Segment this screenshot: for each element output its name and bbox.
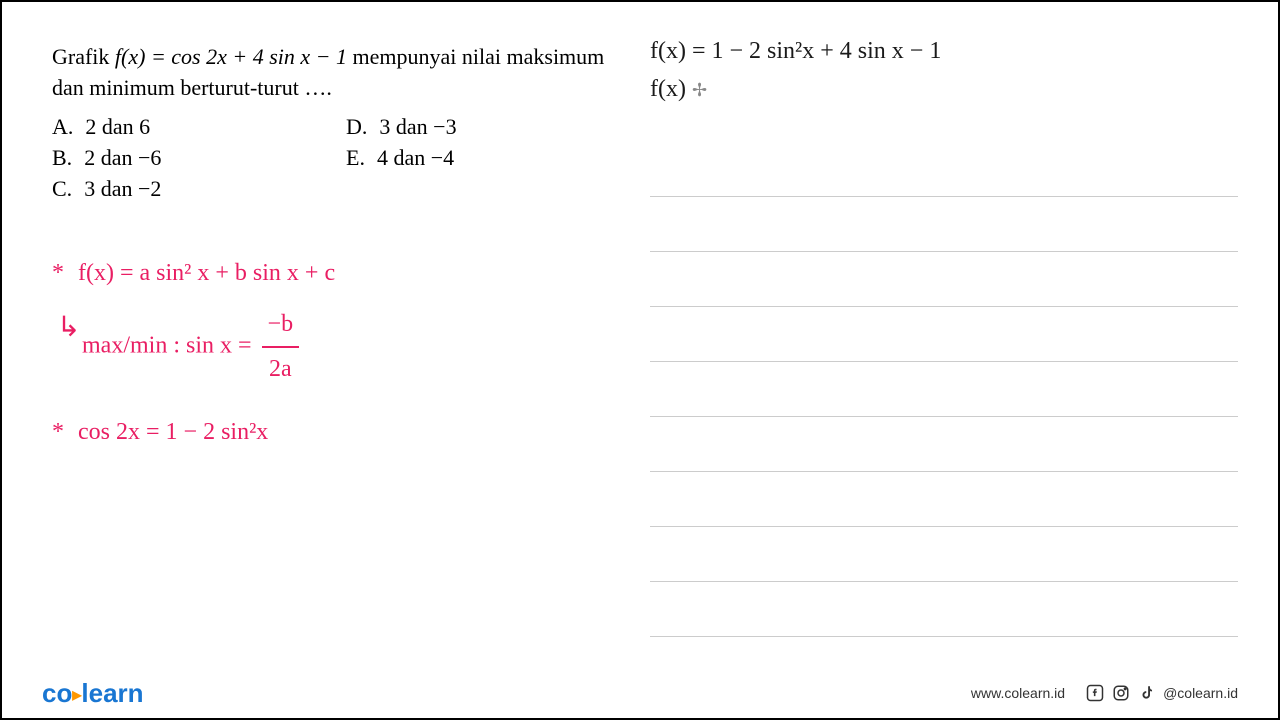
social-icons: @colearn.id [1085, 683, 1238, 703]
option-a: A. 2 dan 6 [52, 114, 326, 140]
question-text: Grafik f(x) = cos 2x + 4 sin x − 1 mempu… [52, 42, 620, 104]
option-letter: D. [346, 114, 367, 140]
website-url: www.colearn.id [971, 685, 1065, 701]
ruled-line [650, 582, 1238, 637]
ruled-lines [650, 142, 1238, 637]
note-text-2-prefix: max/min : sin x = [82, 332, 258, 358]
option-b: B. 2 dan −6 [52, 145, 326, 171]
social-handle: @colearn.id [1163, 685, 1238, 701]
options-grid: A. 2 dan 6 D. 3 dan −3 B. 2 dan −6 E. 4 … [52, 114, 620, 202]
option-text: 3 dan −2 [84, 176, 161, 202]
question-prefix: Grafik [52, 44, 115, 69]
logo-learn: learn [81, 678, 143, 708]
option-letter: C. [52, 176, 72, 202]
question-function: f(x) = cos 2x + 4 sin x − 1 [115, 44, 347, 69]
right-note-2-text: f(x) [650, 76, 692, 102]
ruled-line [650, 417, 1238, 472]
ruled-line [650, 197, 1238, 252]
option-letter: E. [346, 145, 365, 171]
ruled-line [650, 252, 1238, 307]
option-text: 2 dan −6 [84, 145, 161, 171]
asterisk: * [52, 419, 64, 445]
option-text: 4 dan −4 [377, 145, 454, 171]
asterisk: * [52, 260, 64, 286]
fraction-bottom: 2a [262, 348, 300, 391]
note-line-1: * f(x) = a sin² x + b sin x + c [52, 252, 620, 295]
fraction-top: −b [262, 303, 300, 348]
option-e: E. 4 dan −4 [346, 145, 620, 171]
option-d: D. 3 dan −3 [346, 114, 620, 140]
content-area: Grafik f(x) = cos 2x + 4 sin x − 1 mempu… [2, 2, 1278, 668]
ruled-line [650, 472, 1238, 527]
option-letter: B. [52, 145, 72, 171]
facebook-icon [1085, 683, 1105, 703]
option-c: C. 3 dan −2 [52, 176, 326, 202]
option-text: 3 dan −3 [379, 114, 456, 140]
handwritten-notes-left: * f(x) = a sin² x + b sin x + c max/min … [52, 252, 620, 455]
ruled-line [650, 527, 1238, 582]
right-note-2: f(x) ✢ [650, 70, 1238, 108]
handwritten-notes-right: f(x) = 1 − 2 sin²x + 4 sin x − 1 f(x) ✢ [650, 32, 1238, 109]
right-panel: f(x) = 1 − 2 sin²x + 4 sin x − 1 f(x) ✢ [640, 2, 1278, 668]
logo-co: co [42, 678, 72, 708]
ruled-line [650, 362, 1238, 417]
right-note-1: f(x) = 1 − 2 sin²x + 4 sin x − 1 [650, 32, 1238, 70]
logo: co▸learn [42, 678, 144, 709]
ruled-line [650, 307, 1238, 362]
note-line-2: max/min : sin x = −b 2a [52, 303, 620, 391]
cursor-icon: ✢ [692, 80, 707, 100]
option-text: 2 dan 6 [85, 114, 150, 140]
note-text-1: f(x) = a sin² x + b sin x + c [78, 260, 335, 286]
instagram-icon [1111, 683, 1131, 703]
left-panel: Grafik f(x) = cos 2x + 4 sin x − 1 mempu… [2, 2, 640, 668]
tiktok-icon [1137, 683, 1157, 703]
option-letter: A. [52, 114, 73, 140]
ruled-line [650, 142, 1238, 197]
fraction: −b 2a [262, 303, 300, 391]
note-line-3: * cos 2x = 1 − 2 sin²x [52, 411, 620, 454]
footer: co▸learn www.colearn.id @colearn.id [2, 668, 1278, 718]
footer-right: www.colearn.id @colearn.id [971, 683, 1238, 703]
note-text-3: cos 2x = 1 − 2 sin²x [78, 419, 268, 445]
